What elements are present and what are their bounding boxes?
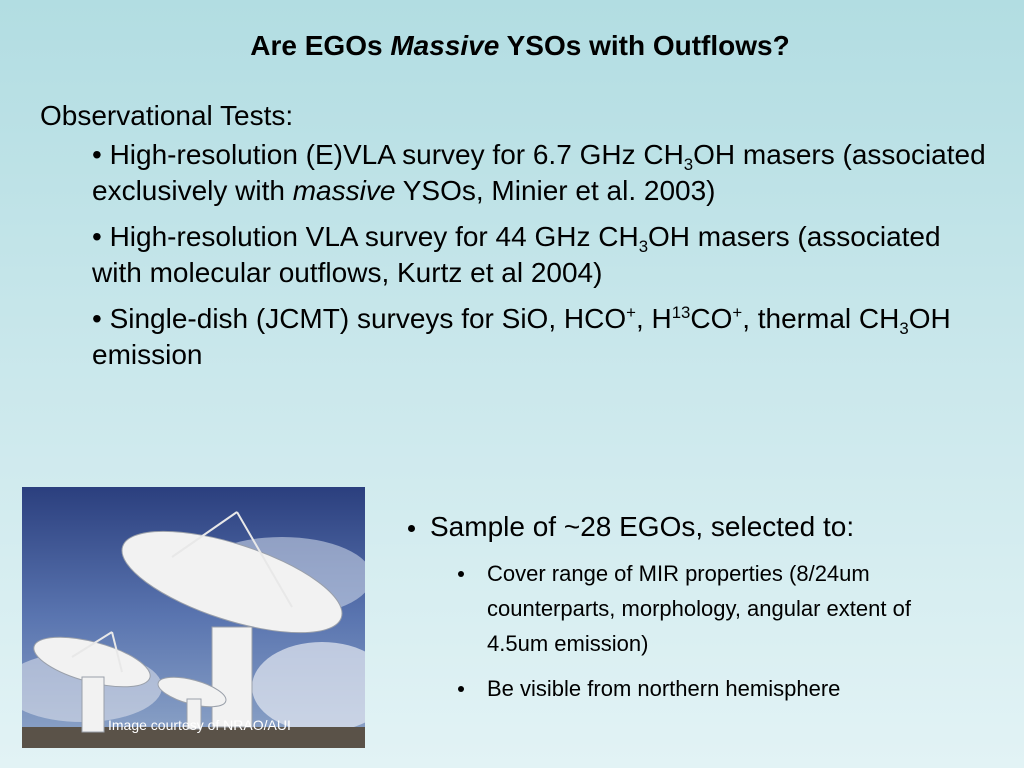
sample-list: Sample of ~28 EGOs, selected to: Cover r… <box>408 508 1008 706</box>
text: • High-resolution VLA survey for 44 GHz … <box>92 221 639 252</box>
slide-title: Are EGOs Massive YSOs with Outflows? <box>0 30 1024 62</box>
sample-heading: Sample of ~28 EGOs, selected to: <box>408 508 1008 546</box>
title-text: YSOs with Outflows? <box>499 30 790 61</box>
subscript: 3 <box>899 318 909 338</box>
text: YSOs, Minier et al. 2003) <box>395 175 716 206</box>
superscript: + <box>626 302 636 322</box>
image-credit: Image courtesy of NRAO/AUI <box>108 717 291 733</box>
italic: massive <box>292 175 396 206</box>
text: OH masers (associated exclusively with <box>92 139 986 206</box>
text: • Single-dish (JCMT) surveys for SiO, HC… <box>92 303 627 334</box>
test-item: • High-resolution VLA survey for 44 GHz … <box>92 219 992 291</box>
telescope-photo <box>22 487 365 748</box>
text: • High-resolution (E)VLA survey for 6.7 … <box>92 139 684 170</box>
test-item: • Single-dish (JCMT) surveys for SiO, HC… <box>92 301 992 373</box>
superscript: 13 <box>671 302 691 322</box>
test-list: • High-resolution (E)VLA survey for 6.7 … <box>92 137 992 383</box>
test-item: • High-resolution (E)VLA survey for 6.7 … <box>92 137 992 209</box>
heading: Observational Tests: <box>40 100 294 131</box>
sample-item: Cover range of MIR properties (8/24um co… <box>458 556 947 661</box>
subscript: 3 <box>683 154 694 174</box>
sample-item: Be visible from northern hemisphere <box>458 671 947 706</box>
text: , thermal CH <box>742 303 900 334</box>
text: OH masers (associated with molecular out… <box>92 221 941 288</box>
subscript: 3 <box>638 236 649 256</box>
superscript: + <box>732 302 743 322</box>
title-text: Are EGOs <box>250 30 391 61</box>
text: OH emission <box>92 303 951 370</box>
text: CO <box>690 303 733 334</box>
text: , H <box>635 303 672 334</box>
title-italic: Massive <box>390 30 500 61</box>
